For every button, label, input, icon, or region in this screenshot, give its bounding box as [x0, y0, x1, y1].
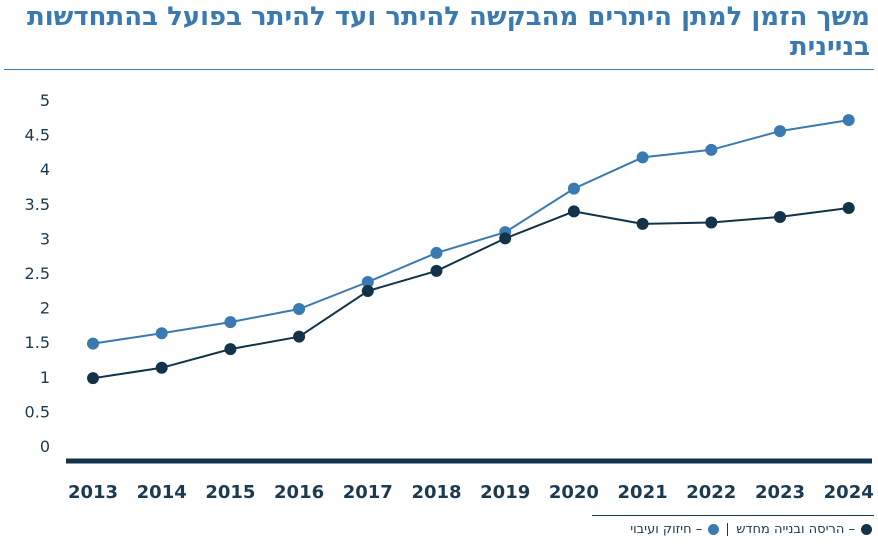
- data-point-series-2: [293, 302, 306, 315]
- legend: – הריסה ובנייה מחדש – חיזוק ועיבוי: [630, 522, 872, 537]
- y-tick-label: 0: [40, 437, 50, 456]
- title-divider: [4, 69, 874, 70]
- x-tick-label: 2020: [549, 482, 599, 503]
- data-point-series-2: [361, 275, 374, 288]
- x-tick-label: 2015: [205, 482, 255, 503]
- legend-marker-series-1: [861, 524, 872, 535]
- x-tick-label: 2022: [686, 482, 736, 503]
- data-point-series-1: [636, 217, 649, 230]
- data-point-series-1: [87, 372, 99, 385]
- data-point-series-2: [636, 151, 649, 164]
- legend-label-series-1: – הריסה ובנייה מחדש: [736, 522, 855, 537]
- data-point-series-1: [567, 205, 580, 218]
- data-point-series-2: [224, 316, 237, 329]
- y-tick-label: 0.5: [25, 402, 50, 421]
- data-point-series-1: [774, 210, 786, 223]
- data-point-series-2: [842, 114, 855, 127]
- x-tick-label: 2017: [343, 482, 393, 503]
- data-point-series-1: [224, 343, 237, 356]
- y-tick-label: 3.5: [25, 195, 50, 214]
- data-point-series-2: [430, 246, 443, 259]
- y-tick-label: 4.5: [25, 126, 50, 145]
- series-line-2: [92, 119, 849, 345]
- y-tick-label: 1: [40, 368, 50, 387]
- legend-marker-series-2: [708, 524, 720, 535]
- data-point-series-2: [87, 337, 99, 350]
- legend-separator: [727, 523, 729, 536]
- y-tick-label: 3: [40, 229, 50, 248]
- data-point-series-1: [430, 264, 443, 277]
- data-point-series-2: [155, 327, 168, 340]
- x-tick-label: 2019: [480, 482, 530, 503]
- chart-title: משך הזמן למתן היתרים מהבקשה להיתר ועד לה…: [26, 2, 870, 62]
- x-tick-label: 2018: [411, 482, 461, 503]
- x-tick-label: 2014: [137, 482, 187, 503]
- x-tick-label: 2023: [755, 482, 805, 503]
- y-tick-label: 1.5: [25, 333, 50, 352]
- data-point-series-1: [499, 232, 512, 245]
- data-point-series-1: [155, 361, 168, 374]
- data-point-series-2: [567, 182, 580, 195]
- y-tick-label: 5: [40, 91, 50, 110]
- series-line-1: [92, 207, 849, 380]
- data-point-series-1: [293, 330, 306, 343]
- y-tick-label: 2.5: [25, 264, 50, 283]
- x-tick-label: 2016: [274, 482, 324, 503]
- data-point-series-2: [705, 143, 718, 156]
- data-point-series-1: [842, 201, 855, 214]
- x-tick-label: 2013: [68, 482, 118, 503]
- legend-label-series-2: – חיזוק ועיבוי: [630, 522, 703, 537]
- y-tick-label: 4: [40, 160, 50, 179]
- legend-divider: [592, 515, 874, 516]
- x-tick-label: 2021: [618, 482, 668, 503]
- y-tick-label: 2: [40, 299, 50, 318]
- x-tick-label: 2024: [824, 482, 874, 503]
- data-point-series-1: [705, 216, 718, 229]
- data-point-series-2: [774, 125, 786, 138]
- data-point-series-1: [361, 284, 374, 297]
